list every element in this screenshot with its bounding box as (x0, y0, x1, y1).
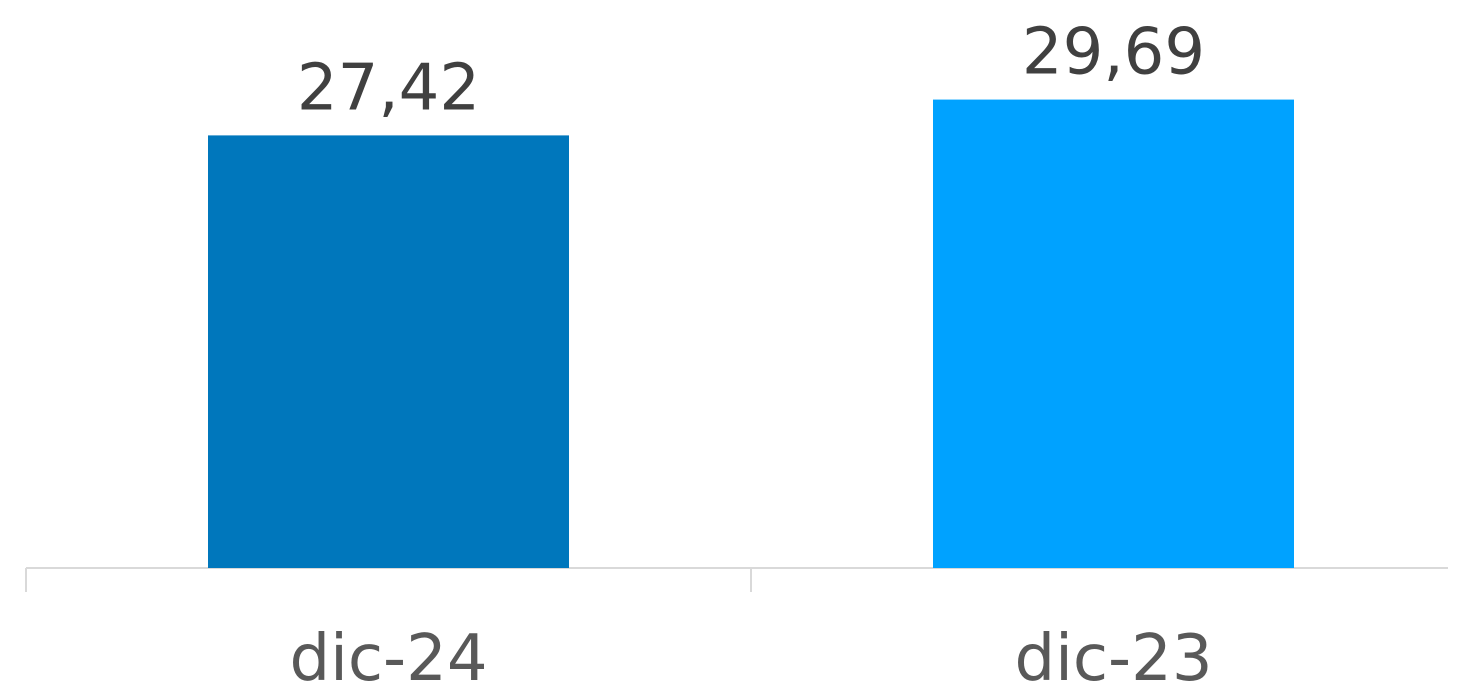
x-axis (25, 567, 1448, 592)
data-label-dic-23: 29,69 (1022, 16, 1205, 90)
bar-dic-24 (208, 135, 569, 568)
x-tick-labels: dic-24 dic-23 (289, 622, 1212, 692)
bar-dic-23 (933, 99, 1294, 568)
x-tick-label-dic-24: dic-24 (289, 622, 487, 692)
bars (208, 99, 1294, 568)
x-tick-label-dic-23: dic-23 (1014, 622, 1212, 692)
data-label-dic-24: 27,42 (297, 51, 480, 125)
data-labels: 27,42 29,69 (297, 16, 1205, 126)
